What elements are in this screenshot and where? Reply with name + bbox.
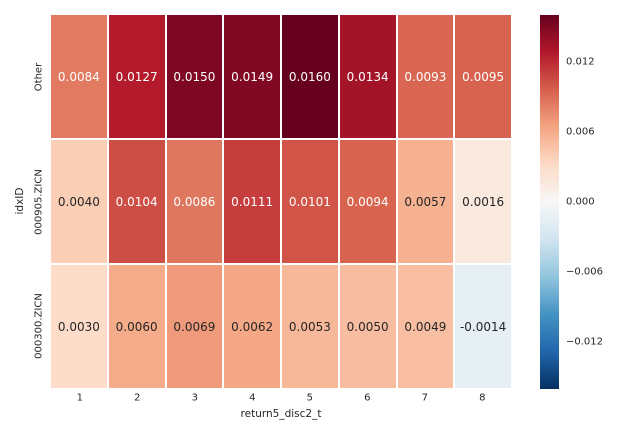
y-axis-label: idxID [14, 187, 26, 215]
x-axis-label: return5_disc2_t [240, 408, 322, 420]
heatmap-cell: 0.0053 [282, 265, 338, 388]
heatmap-cell: 0.0149 [224, 15, 280, 138]
heatmap-grid: 0.0084 0.0127 0.0150 0.0149 0.0160 0.0134 0.00… [51, 15, 511, 388]
x-tick-label: 1 [76, 392, 83, 404]
heatmap-cell: 0.0095 [455, 15, 511, 138]
heatmap-cell: 0.0093 [397, 15, 454, 138]
heatmap-cell: 0.0086 [166, 140, 223, 263]
y-tick-label: Other [33, 62, 45, 92]
heatmap-cell: 0.0094 [339, 140, 396, 263]
heatmap-cell: 0.0040 [51, 140, 107, 263]
heatmap-cell: 0.0134 [339, 15, 396, 138]
x-tick-label: 8 [479, 392, 486, 404]
colorbar-tick-label: −0.006 [566, 266, 604, 278]
heatmap-cell: 0.0160 [282, 15, 338, 138]
colorbar-tick-label: 0.006 [566, 126, 595, 138]
colorbar [540, 15, 559, 389]
x-tick-label: 6 [364, 392, 371, 404]
heatmap-cell: 0.0050 [339, 265, 396, 388]
x-tick-label: 5 [306, 392, 313, 404]
heatmap-cell: 0.0060 [108, 265, 165, 388]
heatmap-cell: 0.0057 [397, 140, 454, 263]
colorbar-tick-label: 0.012 [566, 56, 595, 68]
heatmap-cell: 0.0030 [51, 265, 107, 388]
heatmap-cell: 0.0016 [455, 140, 511, 263]
heatmap-cell: 0.0084 [51, 15, 107, 138]
colorbar-tick-label: −0.012 [566, 336, 604, 348]
heatmap-cell: 0.0104 [108, 140, 165, 263]
heatmap-cell: 0.0049 [397, 265, 454, 388]
colorbar-tick-label: 0.000 [566, 196, 595, 208]
y-tick-label: 000300.ZICN [33, 293, 45, 359]
heatmap-cell: 0.0127 [108, 15, 165, 138]
y-tick-label: 000905.ZICN [33, 168, 45, 235]
x-tick-label: 4 [249, 392, 256, 404]
heatmap-cell: 0.0069 [166, 265, 223, 388]
heatmap-cell: 0.0111 [224, 140, 280, 263]
x-tick-label: 3 [191, 392, 198, 404]
heatmap-cell: 0.0101 [282, 140, 338, 263]
x-tick-label: 7 [421, 392, 428, 404]
heatmap-cell: 0.0062 [224, 265, 280, 388]
x-tick-label: 2 [134, 392, 141, 404]
heatmap-cell: 0.0150 [166, 15, 223, 138]
heatmap-cell: -0.0014 [455, 265, 511, 388]
